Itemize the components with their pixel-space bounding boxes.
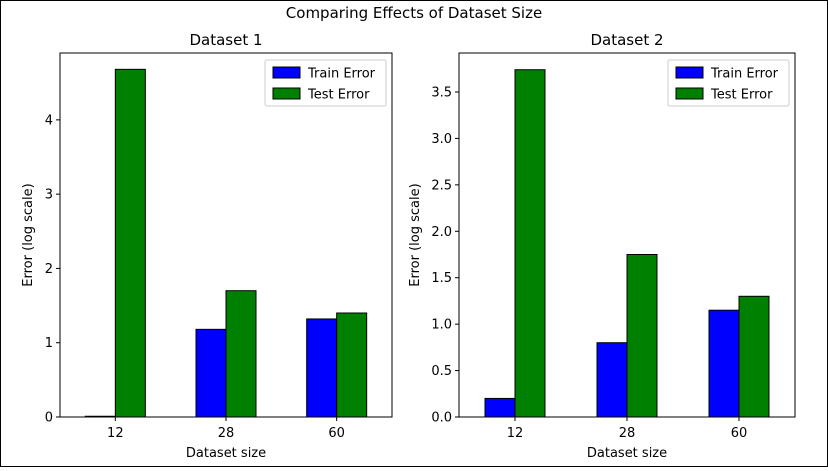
bar-train-28 xyxy=(195,328,227,418)
legend-label-train: Train Error xyxy=(710,67,779,82)
legend-label-test: Test Error xyxy=(307,88,370,103)
x-axis-label: Dataset size xyxy=(587,446,667,461)
x-tick-label: 28 xyxy=(619,426,636,441)
bar-test-28 xyxy=(626,254,658,418)
bar-test-12 xyxy=(514,69,546,418)
chart-panel-2: Dataset 2 0.0 0.5 1.0 1.5 2.0 2.5 3.0 3.5 12 28 60 D… xyxy=(408,31,796,461)
axes-title: Dataset 2 xyxy=(590,31,663,49)
legend-swatch-train xyxy=(675,66,704,79)
y-tick-label: 0 xyxy=(45,411,53,426)
y-tick-label: 4 xyxy=(45,113,53,128)
y-axis-label: Error (log scale) xyxy=(21,183,36,286)
y-tick-label: 1.5 xyxy=(431,271,452,286)
legend-swatch-train xyxy=(272,66,301,79)
bar-test-60 xyxy=(336,312,368,418)
y-tick-label: 2.5 xyxy=(431,178,452,193)
y-tick-label: 3 xyxy=(45,188,53,203)
y-tick-label: 0.0 xyxy=(431,411,452,426)
y-tick-label: 2.0 xyxy=(431,225,452,240)
bar-train-60 xyxy=(708,309,740,418)
x-tick-label: 60 xyxy=(328,426,345,441)
bar-test-28 xyxy=(225,290,257,418)
x-tick-label: 12 xyxy=(107,426,124,441)
y-tick-label: 3.5 xyxy=(431,86,452,101)
bar-train-60 xyxy=(306,318,338,418)
legend-label-test: Test Error xyxy=(710,88,773,103)
axes-title: Dataset 1 xyxy=(189,31,262,49)
legend-swatch-test xyxy=(272,87,301,100)
y-tick-label: 3.0 xyxy=(431,132,452,147)
legend-label-train: Train Error xyxy=(307,67,376,82)
figure-suptitle: Comparing Effects of Dataset Size xyxy=(286,4,542,22)
legend-swatch-test xyxy=(675,87,704,100)
y-tick-label: 0.5 xyxy=(431,364,452,379)
y-tick-label: 1.0 xyxy=(431,318,452,333)
bar-train-12 xyxy=(484,397,516,418)
legend: Train Error Test Error xyxy=(264,59,387,107)
x-tick-label: 28 xyxy=(218,426,235,441)
legend: Train Error Test Error xyxy=(667,59,790,107)
x-axis-label: Dataset size xyxy=(186,446,266,461)
y-axis-label: Error (log scale) xyxy=(408,183,423,286)
x-tick-label: 60 xyxy=(731,426,748,441)
bar-test-60 xyxy=(738,295,770,418)
bar-train-28 xyxy=(596,342,628,418)
x-tick-label: 12 xyxy=(507,426,524,441)
y-tick-label: 1 xyxy=(45,336,53,351)
y-tick-label: 2 xyxy=(45,262,53,277)
bar-test-12 xyxy=(114,68,146,418)
